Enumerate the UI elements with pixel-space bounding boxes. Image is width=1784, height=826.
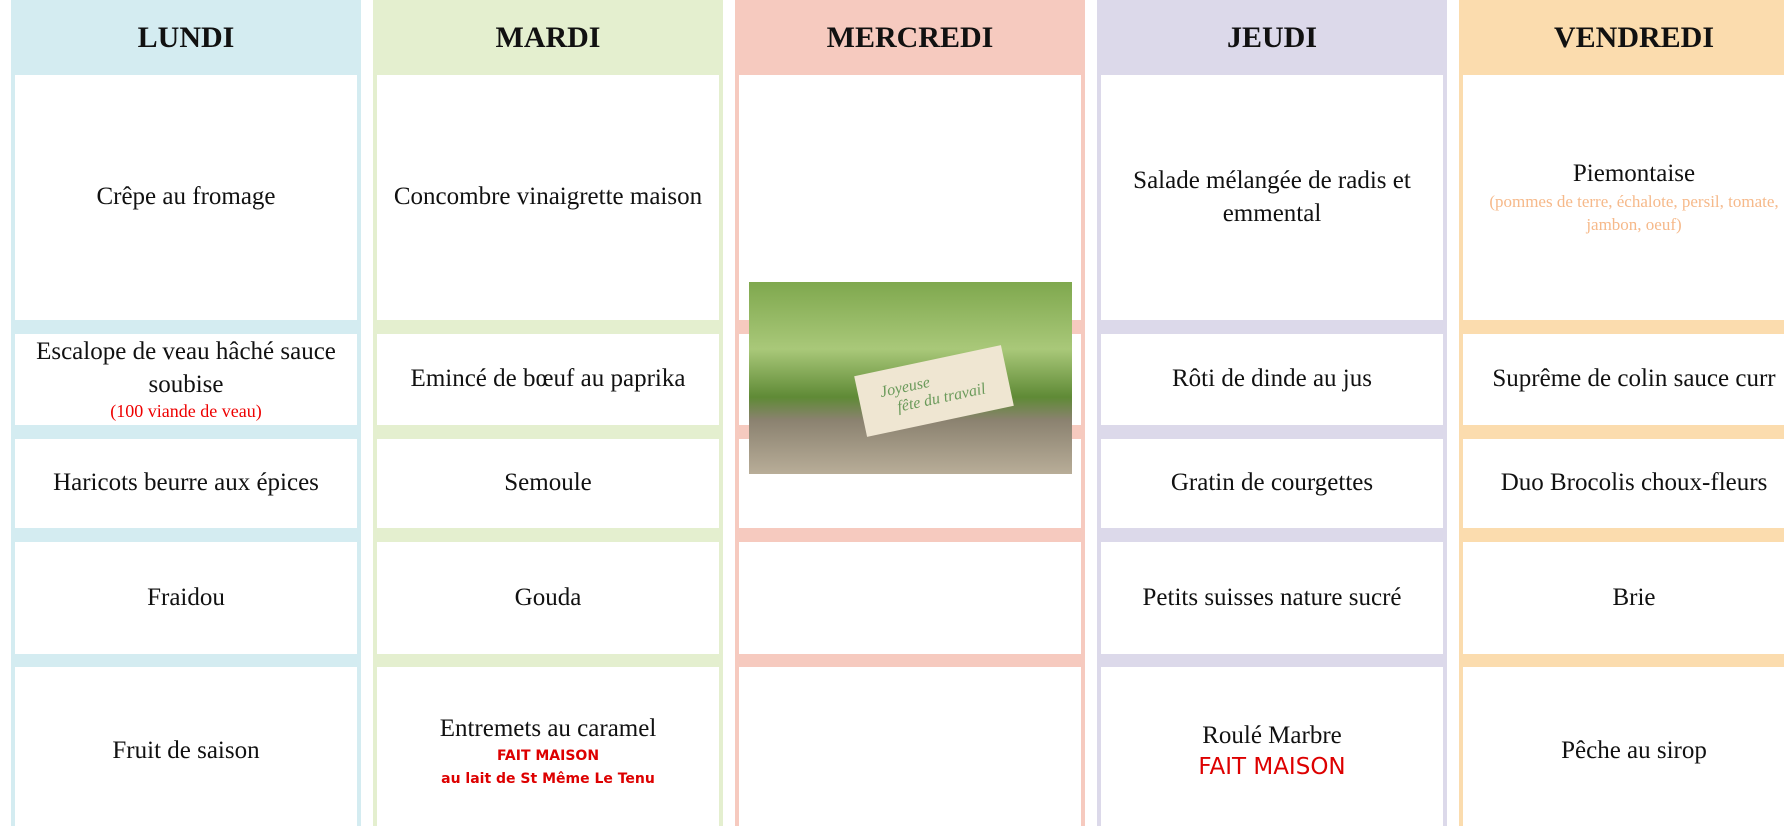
image-tag: Joyeuse fête du travail (854, 345, 1014, 437)
menu-cell (739, 542, 1081, 654)
dish-note: (pommes de terre, échalote, persil, toma… (1489, 191, 1779, 234)
day-header: MERCREDI (826, 21, 994, 54)
day-header: MARDI (495, 21, 601, 54)
menu-cell: Escalope de veau hâché sauce soubise (100… (15, 334, 357, 425)
dish: Brie (1612, 583, 1656, 611)
dish-note: au lait de St Même Le Tenu (441, 770, 655, 787)
dish: Suprême de colin sauce curr (1492, 365, 1776, 393)
dish: Emincé de bœuf au paprika (410, 365, 686, 393)
day-column: JEUDI Salade mélangée de radis et emmenta… (1097, 0, 1447, 826)
dish: Pêche au sirop (1561, 737, 1707, 765)
menu-cell: Haricots beurre aux épices (15, 439, 357, 528)
day-column: LUNDI Crêpe au fromage Escalope de veau hâ… (11, 0, 361, 826)
menu-cell: Petits suisses nature sucré (1101, 542, 1443, 654)
dish: Entremets au caramel (439, 714, 657, 742)
dish: Rôti de dinde au jus (1172, 365, 1372, 393)
day-header: VENDREDI (1553, 21, 1715, 54)
menu-cell: Roulé Marbre FAIT MAISON (1101, 667, 1443, 826)
menu-cell: Gratin de courgettes (1101, 439, 1443, 528)
menu-cell: Semoule (377, 439, 719, 528)
dish: Duo Brocolis choux-fleurs (1500, 469, 1768, 497)
dish-note: FAIT MAISON (496, 748, 600, 765)
menu-cell: Pêche au sirop (1463, 667, 1784, 826)
dish: Fraidou (147, 583, 225, 611)
dish: Fruit de saison (112, 737, 260, 765)
day-column: VENDREDI Piemontaise (pommes de terre, éch… (1459, 0, 1784, 826)
dish: Haricots beurre aux épices (53, 469, 319, 497)
menu-cell: Salade mélangée de radis et emmental (1101, 75, 1443, 320)
menu-cell: Rôti de dinde au jus (1101, 334, 1443, 425)
day-column: MARDI Concombre vinaigrette maison Emincé … (373, 0, 723, 826)
menu-cell: Piemontaise (pommes de terre, échalote, p… (1463, 75, 1784, 320)
dish-note: (100 viande de veau) (110, 401, 262, 422)
menu-cell: Concombre vinaigrette maison (377, 75, 719, 320)
dish: Crêpe au fromage (96, 183, 276, 211)
menu-cell: Duo Brocolis choux-fleurs (1463, 439, 1784, 528)
menu-cell: Suprême de colin sauce curr (1463, 334, 1784, 425)
dish-note: FAIT MAISON (1198, 753, 1346, 780)
menu-cell: Fraidou (15, 542, 357, 654)
dish: Petits suisses nature sucré (1142, 583, 1402, 611)
dish: Semoule (504, 469, 592, 497)
dish: Gouda (514, 583, 582, 611)
menu-cell (739, 667, 1081, 826)
lily-image: Joyeuse fête du travail (749, 282, 1072, 474)
dish: Salade mélangée de radis et emmental (1133, 167, 1411, 227)
menu-cell (739, 75, 1081, 320)
menu-cell: Entremets au caramel FAIT MAISON au lait d… (377, 667, 719, 826)
dish: Escalope de veau hâché sauce soubise (36, 338, 336, 398)
menu-cell: Gouda (377, 542, 719, 654)
day-header: LUNDI (137, 21, 235, 54)
dish: Piemontaise (1572, 160, 1696, 188)
menu-cell: Brie (1463, 542, 1784, 654)
dish: Gratin de courgettes (1170, 469, 1374, 497)
menu-cell: Emincé de bœuf au paprika (377, 334, 719, 425)
menu-cell: Fruit de saison (15, 667, 357, 826)
day-header: JEUDI (1226, 21, 1317, 54)
dish: Concombre vinaigrette maison (393, 183, 703, 211)
dish: Roulé Marbre (1202, 722, 1342, 750)
menu-cell: Crêpe au fromage (15, 75, 357, 320)
